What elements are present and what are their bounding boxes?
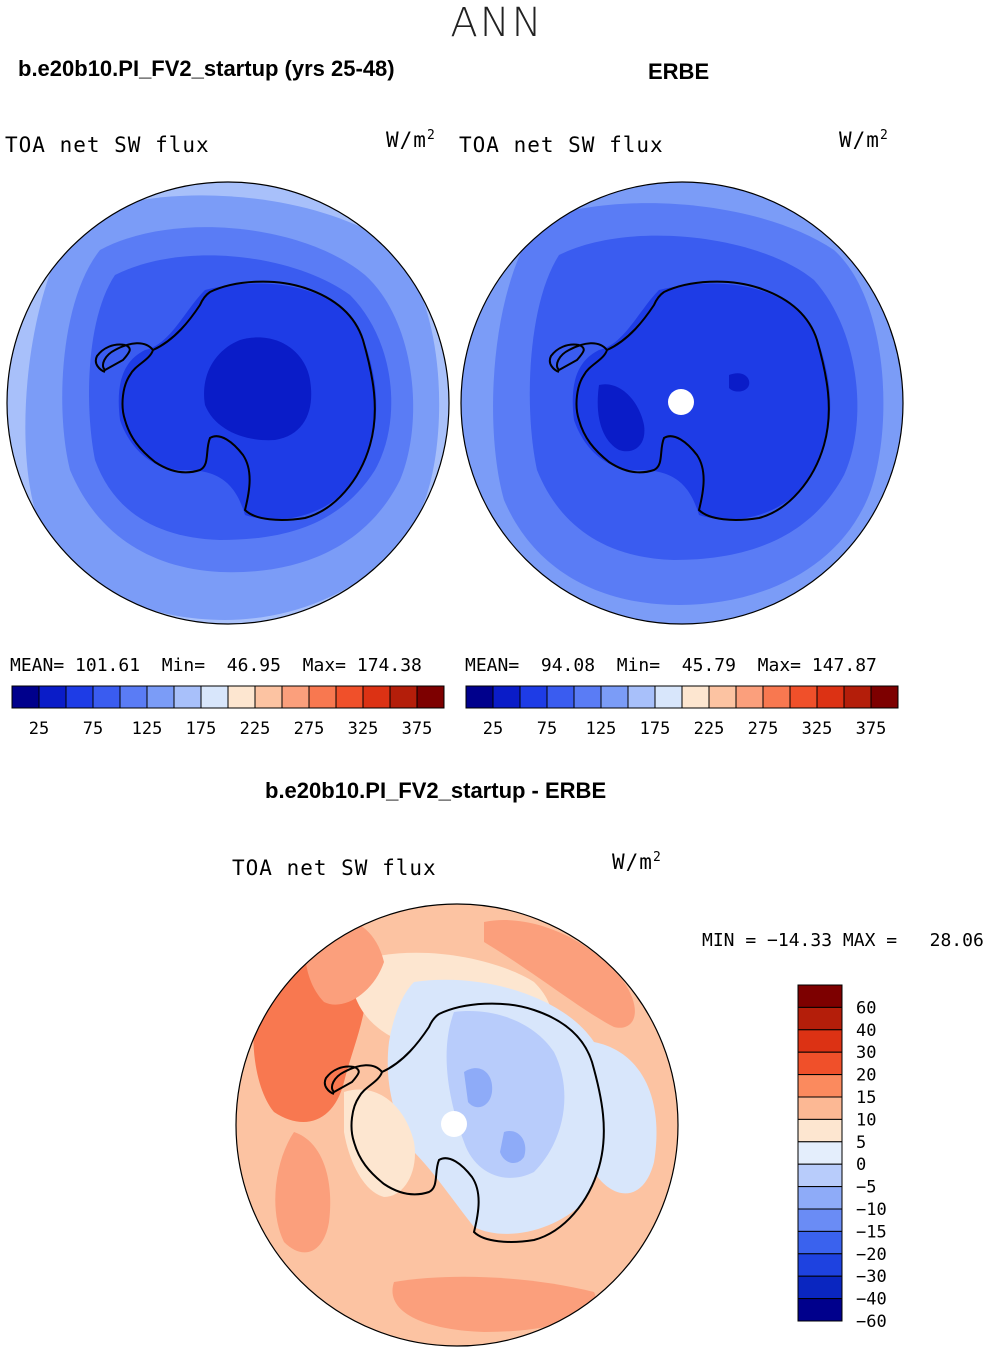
colorbar-tick-label: 375	[856, 719, 887, 739]
colorbar-tick-label: 10	[856, 1110, 876, 1130]
colorbar-tick-label: 75	[83, 719, 103, 739]
colorbar-swatch	[797, 1230, 843, 1255]
colorbar-swatch	[654, 685, 683, 709]
colorbar-swatch	[65, 685, 94, 709]
colorbar-swatch	[600, 685, 629, 709]
colorbar-tick-label: 30	[856, 1043, 876, 1063]
colorbar-swatch	[200, 685, 229, 709]
colorbar-swatch	[281, 685, 310, 709]
colorbar-swatch	[708, 685, 737, 709]
colorbar-swatch	[492, 685, 521, 709]
panel-left-variable: TOA net SW flux	[5, 133, 210, 157]
colorbar-tick-label: 25	[29, 719, 49, 739]
colorbar-swatch	[762, 685, 791, 709]
colorbar-tick-label: 15	[856, 1088, 876, 1108]
colorbar-tick-label: 375	[402, 719, 433, 739]
stats-model: MEAN= 101.61 Min= 46.95 Max= 174.38	[10, 655, 422, 676]
colorbar-swatch	[362, 685, 391, 709]
colorbar-tick-label: 0	[856, 1155, 866, 1175]
colorbar-swatch	[335, 685, 364, 709]
colorbar-swatch	[254, 685, 283, 709]
colorbar-swatch	[92, 685, 121, 709]
colorbar-swatch	[227, 685, 256, 709]
colorbar-swatch	[797, 1186, 843, 1210]
colorbar-swatch	[797, 1051, 843, 1076]
map-difference	[235, 903, 679, 1347]
colorbar-swatch	[797, 1275, 843, 1300]
colorbar-swatch	[816, 685, 845, 709]
colorbar-swatch	[797, 1141, 843, 1165]
colorbar-tick-label: −5	[856, 1178, 876, 1198]
colorbar-swatch	[797, 1208, 843, 1232]
colorbar-swatch	[573, 685, 602, 709]
case-title-obs: ERBE	[648, 59, 710, 84]
case-title-model: b.e20b10.PI_FV2_startup (yrs 25-48)	[18, 56, 395, 81]
map-model	[6, 181, 450, 625]
figure-title: ANN	[450, 0, 544, 46]
colorbar-swatch	[681, 685, 710, 709]
colorbar-swatch	[797, 1163, 843, 1188]
colorbar-swatch	[797, 1253, 843, 1277]
colorbar-swatch	[38, 685, 67, 709]
colorbar-swatch	[797, 984, 843, 1008]
colorbar-swatch	[627, 685, 656, 709]
panel-right-variable: TOA net SW flux	[459, 133, 664, 157]
colorbar-swatch	[519, 685, 548, 709]
colorbar-obs: 25 75 125 175 225 275 325 375	[465, 685, 899, 739]
colorbar-tick-label: 25	[483, 719, 503, 739]
colorbar-swatch	[843, 685, 872, 709]
colorbar-swatch	[389, 685, 418, 709]
panel-left-units: W/m2	[386, 128, 436, 152]
colorbar-swatch	[416, 685, 445, 709]
colorbar-swatch	[797, 1096, 843, 1120]
colorbar-tick-label: 60	[856, 998, 876, 1018]
colorbar-tick-label: −40	[856, 1290, 887, 1310]
map-obs	[460, 181, 904, 625]
colorbar-tick-label: −10	[856, 1200, 887, 1220]
panel-right-units: W/m2	[839, 128, 889, 152]
colorbar-tick-label: 225	[240, 719, 271, 739]
colorbar-tick-label: 125	[132, 719, 163, 739]
colorbar-swatch	[870, 685, 899, 709]
colorbar-swatch	[735, 685, 764, 709]
colorbar-tick-label: 40	[856, 1021, 876, 1041]
colorbar-tick-label: 275	[748, 719, 779, 739]
colorbar-swatch	[146, 685, 175, 709]
colorbar-swatch	[797, 1029, 843, 1053]
difference-minmax: MIN = −14.33 MAX = 28.06	[702, 930, 984, 951]
colorbar-tick-label: 125	[586, 719, 617, 739]
colorbar-swatch	[797, 1006, 843, 1031]
colorbar-swatch	[789, 685, 818, 709]
colorbar-model: 25 75 125 175 225 275 325 375	[11, 685, 445, 739]
colorbar-tick-label: −60	[856, 1312, 887, 1332]
colorbar-swatch	[797, 1074, 843, 1098]
colorbar-tick-label: 275	[294, 719, 325, 739]
colorbar-tick-label: −30	[856, 1267, 887, 1287]
stats-obs: MEAN= 94.08 Min= 45.79 Max= 147.87	[465, 655, 877, 676]
colorbar-tick-label: 225	[694, 719, 725, 739]
colorbar-swatch	[119, 685, 148, 709]
colorbar-swatch	[797, 1298, 843, 1322]
difference-title: b.e20b10.PI_FV2_startup - ERBE	[265, 778, 607, 803]
colorbar-tick-label: 175	[640, 719, 671, 739]
colorbar-tick-label: −20	[856, 1245, 887, 1265]
colorbar-tick-label: 325	[348, 719, 379, 739]
colorbar-tick-label: 75	[537, 719, 557, 739]
colorbar-swatch	[797, 1118, 843, 1143]
colorbar-tick-label: −15	[856, 1222, 887, 1242]
colorbar-tick-label: 20	[856, 1066, 876, 1086]
colorbar-swatch	[546, 685, 575, 709]
colorbar-swatch	[173, 685, 202, 709]
colorbar-swatch	[308, 685, 337, 709]
colorbar-tick-label: 5	[856, 1133, 866, 1153]
colorbars-top: 25 75 125 175 225 275 325 375 25 75 125 175 225 275 3…	[11, 685, 899, 739]
colorbar-swatch	[11, 685, 40, 709]
difference-units: W/m2	[612, 850, 662, 874]
difference-variable: TOA net SW flux	[232, 856, 437, 880]
colorbar-tick-label: 325	[802, 719, 833, 739]
colorbar-tick-label: 175	[186, 719, 217, 739]
colorbar-swatch	[465, 685, 494, 709]
